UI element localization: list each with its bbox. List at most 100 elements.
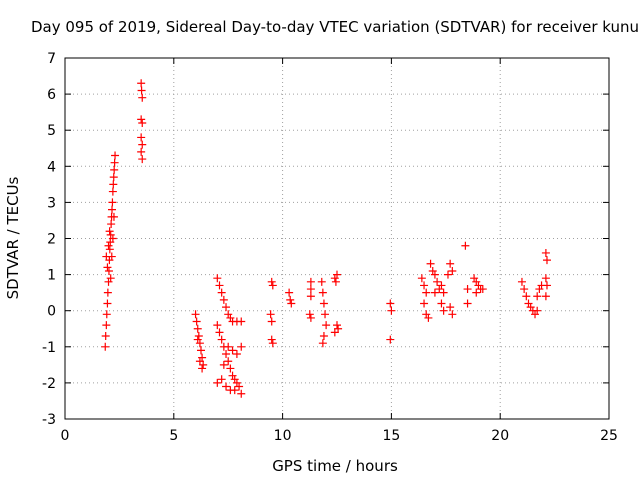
data-point	[137, 79, 146, 88]
data-point	[138, 155, 147, 164]
data-point	[235, 382, 244, 391]
data-point	[217, 335, 226, 344]
data-point	[541, 292, 550, 301]
data-point	[478, 285, 487, 294]
data-point	[105, 227, 114, 236]
data-point	[226, 364, 235, 373]
data-point	[224, 342, 233, 351]
x-tick-label: 5	[169, 428, 178, 444]
data-point	[535, 285, 544, 294]
data-point	[333, 270, 341, 279]
data-point	[102, 310, 111, 319]
data-point	[443, 270, 452, 279]
data-point	[195, 339, 204, 348]
data-point	[110, 165, 119, 174]
data-point	[333, 321, 341, 330]
data-point	[306, 285, 315, 294]
chart-title: Day 095 of 2019, Sidereal Day-to-day VTE…	[31, 18, 639, 36]
y-tick-label: 3	[47, 195, 56, 211]
data-point	[103, 299, 112, 308]
data-point	[417, 274, 426, 283]
data-point	[470, 274, 479, 283]
grid-lines	[65, 58, 609, 419]
data-point	[306, 277, 315, 286]
data-point	[213, 274, 222, 283]
data-point	[524, 299, 533, 308]
data-point	[219, 295, 228, 304]
data-point	[318, 339, 327, 348]
data-point	[193, 324, 202, 333]
data-point	[101, 331, 110, 340]
data-point	[194, 331, 203, 340]
data-point	[108, 198, 117, 207]
y-tick-label: -3	[42, 412, 56, 428]
data-point	[108, 205, 117, 214]
data-point	[321, 310, 330, 319]
data-point	[286, 295, 295, 304]
y-tick-label: -1	[42, 340, 56, 356]
data-point	[193, 335, 202, 344]
data-point	[232, 378, 241, 387]
data-point	[426, 259, 435, 268]
data-point	[541, 274, 550, 283]
data-point	[137, 133, 146, 142]
data-point	[422, 288, 431, 297]
data-point	[104, 277, 113, 286]
x-tick-label: 15	[382, 428, 400, 444]
data-points	[101, 79, 551, 398]
data-point	[237, 342, 246, 351]
data-point	[224, 357, 233, 366]
data-point	[105, 245, 114, 254]
data-point	[331, 277, 340, 286]
data-point	[215, 281, 224, 290]
data-point	[330, 328, 339, 337]
data-point	[439, 288, 448, 297]
data-point	[111, 151, 120, 160]
y-tick-label: 6	[47, 87, 56, 103]
data-point	[107, 220, 116, 229]
data-point	[526, 303, 535, 312]
data-point	[463, 299, 472, 308]
data-point	[386, 335, 395, 344]
data-point	[437, 299, 446, 308]
data-point	[110, 158, 119, 167]
data-point	[197, 346, 205, 355]
data-point	[268, 281, 277, 290]
data-point	[322, 321, 331, 330]
data-point	[138, 93, 147, 102]
data-point	[420, 281, 429, 290]
x-tick-label: 20	[491, 428, 509, 444]
data-point	[461, 241, 470, 250]
data-point	[435, 285, 444, 294]
data-point	[103, 263, 112, 272]
data-point	[107, 252, 116, 261]
data-point	[420, 299, 429, 308]
data-point	[317, 277, 326, 286]
data-point	[318, 288, 327, 297]
data-point	[101, 342, 110, 351]
data-point	[330, 274, 339, 283]
y-tick-label: 0	[47, 304, 56, 320]
x-tick-label: 0	[61, 428, 70, 444]
x-tick-label: 25	[600, 428, 618, 444]
data-point	[430, 270, 439, 279]
data-point	[266, 310, 275, 319]
y-axis-label: SDTVAR / TECUs	[4, 176, 22, 299]
data-point	[192, 317, 201, 326]
data-point	[448, 266, 457, 275]
data-point	[267, 335, 276, 344]
data-point	[230, 386, 239, 395]
data-point	[217, 288, 226, 297]
data-point	[109, 173, 118, 182]
data-point	[422, 310, 431, 319]
data-point	[439, 306, 448, 315]
y-tick-label: 7	[47, 51, 56, 67]
data-point	[198, 364, 207, 373]
data-point	[213, 321, 222, 330]
data-point	[138, 140, 147, 149]
data-point	[215, 328, 224, 337]
data-point	[109, 212, 118, 221]
data-point	[224, 310, 233, 319]
data-point	[285, 288, 294, 297]
